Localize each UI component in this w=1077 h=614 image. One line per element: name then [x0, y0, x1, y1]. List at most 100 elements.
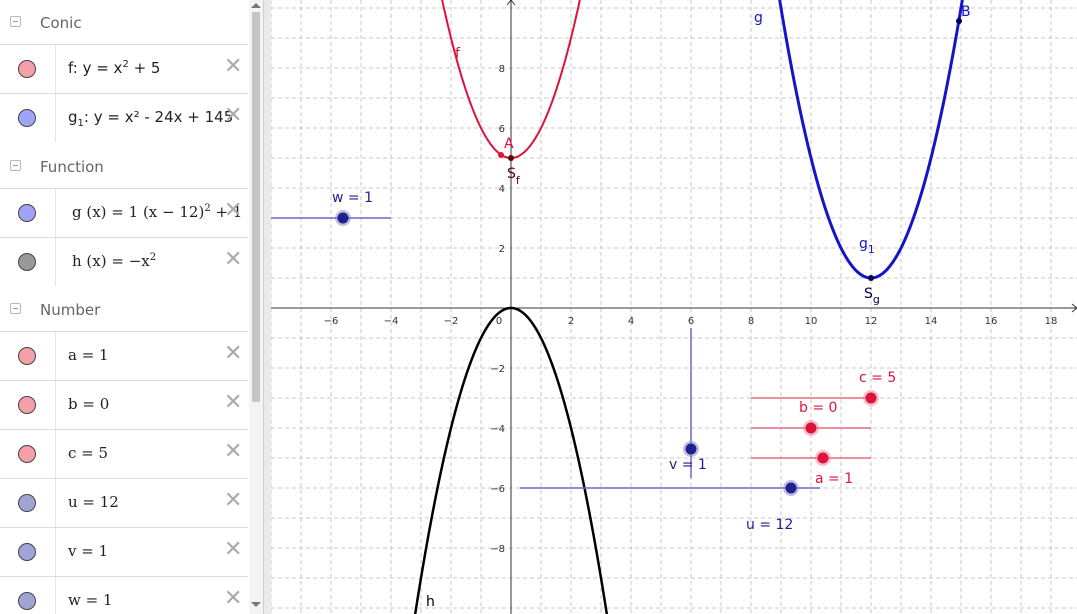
delete-icon[interactable]: ✕ — [224, 341, 243, 366]
algebra-row-w[interactable]: w = 1 ✕ — [0, 576, 248, 614]
y-tick-label: 6 — [499, 124, 505, 135]
y-tick-label: 2 — [499, 244, 505, 255]
delete-icon[interactable]: ✕ — [224, 390, 243, 415]
slider-c[interactable] — [751, 390, 879, 406]
expression-h[interactable]: h (x) = −x2 — [72, 252, 157, 270]
slider-w[interactable] — [271, 210, 391, 226]
slider-a[interactable] — [751, 450, 871, 466]
slider-label-v: v = 1 — [669, 457, 707, 473]
x-tick-label: 0 — [496, 316, 502, 327]
x-tick-label: 8 — [748, 316, 754, 327]
x-tick-label: 10 — [805, 316, 818, 327]
point-sf[interactable] — [508, 155, 514, 161]
x-axis-ticks: −6 −4 −2 0 2 4 6 8 10 12 14 16 18 — [324, 316, 1058, 327]
delete-icon[interactable]: ✕ — [224, 439, 243, 464]
x-tick-label: 16 — [985, 316, 998, 327]
visibility-marble-icon[interactable] — [18, 60, 36, 78]
slider-u[interactable] — [520, 480, 820, 496]
visibility-marble-icon[interactable] — [18, 109, 36, 127]
algebra-row-f[interactable]: f: y = x2 + 5 ✕ — [0, 44, 248, 93]
y-tick-label: 8 — [499, 64, 505, 75]
y-tick-label: 4 — [499, 184, 505, 195]
visibility-marble-icon[interactable] — [18, 347, 36, 365]
algebra-row-u[interactable]: u = 12 ✕ — [0, 478, 248, 527]
delete-icon[interactable]: ✕ — [224, 198, 243, 223]
group-title: Conic — [40, 14, 82, 32]
y-tick-label: −6 — [490, 484, 505, 495]
group-header-function[interactable]: Function — [0, 144, 248, 188]
visibility-marble-icon[interactable] — [18, 592, 36, 610]
algebra-row-g1[interactable]: g1: y = x² - 24x + 145 ✕ — [0, 93, 248, 142]
delete-icon[interactable]: ✕ — [224, 54, 243, 79]
expression-g1[interactable]: g1: y = x² - 24x + 145 — [68, 108, 234, 129]
x-tick-label: −4 — [384, 316, 399, 327]
slider-label-w: w = 1 — [332, 190, 373, 206]
parabola-g[interactable] — [778, 0, 964, 280]
visibility-marble-icon[interactable] — [18, 494, 36, 512]
group-title: Function — [40, 158, 104, 176]
collapse-icon[interactable] — [10, 303, 21, 314]
parabola-h[interactable] — [412, 306, 610, 614]
visibility-marble-icon[interactable] — [18, 253, 36, 271]
group-title: Number — [40, 301, 101, 319]
visibility-marble-icon[interactable] — [18, 396, 36, 414]
algebra-row-c[interactable]: c = 5 ✕ — [0, 429, 248, 478]
axes — [271, 0, 1077, 614]
graphics-view[interactable]: −6 −4 −2 0 2 4 6 8 10 12 14 16 18 8 6 4 2 −2 −4 −6 −8 — [271, 0, 1077, 614]
expression-a[interactable]: a = 1 — [68, 346, 109, 364]
scroll-thumb[interactable] — [252, 12, 260, 402]
delete-icon[interactable]: ✕ — [224, 103, 243, 128]
delete-icon[interactable]: ✕ — [224, 247, 243, 272]
expression-b[interactable]: b = 0 — [68, 395, 110, 413]
slider-label-c: c = 5 — [859, 370, 896, 386]
x-tick-label: 4 — [628, 316, 634, 327]
algebra-row-v[interactable]: v = 1 ✕ — [0, 527, 248, 576]
label-B: B — [961, 4, 971, 20]
collapse-icon[interactable] — [10, 160, 21, 171]
collapse-icon[interactable] — [10, 16, 21, 27]
slider-label-b: b = 0 — [799, 400, 837, 416]
slider-v[interactable] — [683, 328, 699, 478]
expression-g[interactable]: g (x) = 1 (x − 12)2 + 1 — [72, 203, 243, 221]
label-sg: Sg — [864, 286, 880, 306]
label-sf: Sf — [507, 166, 521, 187]
x-tick-label: 18 — [1045, 316, 1058, 327]
label-A: A — [504, 136, 514, 152]
scroll-up-icon[interactable] — [251, 3, 261, 8]
delete-icon[interactable]: ✕ — [224, 586, 243, 611]
label-g1: g1 — [859, 236, 875, 256]
point-b[interactable] — [956, 18, 962, 24]
expression-u[interactable]: u = 12 — [68, 493, 119, 511]
expression-c[interactable]: c = 5 — [68, 444, 109, 462]
x-tick-label: 6 — [688, 316, 694, 327]
grid — [271, 0, 1077, 614]
expression-f[interactable]: f: y = x2 + 5 — [68, 59, 161, 77]
algebra-row-b[interactable]: b = 0 ✕ — [0, 380, 248, 429]
point-sg[interactable] — [868, 275, 874, 281]
algebra-row-h[interactable]: h (x) = −x2 ✕ — [0, 237, 248, 286]
delete-icon[interactable]: ✕ — [224, 488, 243, 513]
group-header-number[interactable]: Number — [0, 287, 248, 331]
visibility-marble-icon[interactable] — [18, 204, 36, 222]
algebra-view: Conic f: y = x2 + 5 ✕ g1: y = x² - 24x +… — [0, 0, 248, 614]
x-tick-label: 12 — [865, 316, 878, 327]
label-f: f — [455, 46, 461, 62]
expression-v[interactable]: v = 1 — [68, 542, 109, 560]
label-h: h — [426, 594, 435, 610]
algebra-row-g[interactable]: g (x) = 1 (x − 12)2 + 1 ✕ — [0, 188, 248, 237]
algebra-scrollbar[interactable] — [249, 0, 263, 614]
x-tick-label: 2 — [568, 316, 574, 327]
slider-b[interactable] — [751, 420, 871, 436]
view-divider[interactable] — [263, 0, 271, 614]
expression-w[interactable]: w = 1 — [68, 591, 113, 609]
point-a-vertex-f[interactable] — [498, 152, 504, 158]
visibility-marble-icon[interactable] — [18, 445, 36, 463]
graphics-canvas[interactable]: −6 −4 −2 0 2 4 6 8 10 12 14 16 18 8 6 4 2 −2 −4 −6 −8 — [271, 0, 1077, 614]
visibility-marble-icon[interactable] — [18, 543, 36, 561]
delete-icon[interactable]: ✕ — [224, 537, 243, 562]
slider-label-u: u = 12 — [746, 517, 793, 533]
x-tick-label: 14 — [925, 316, 938, 327]
scroll-down-icon[interactable] — [251, 602, 261, 607]
group-header-conic[interactable]: Conic — [0, 0, 248, 44]
algebra-row-a[interactable]: a = 1 ✕ — [0, 331, 248, 380]
